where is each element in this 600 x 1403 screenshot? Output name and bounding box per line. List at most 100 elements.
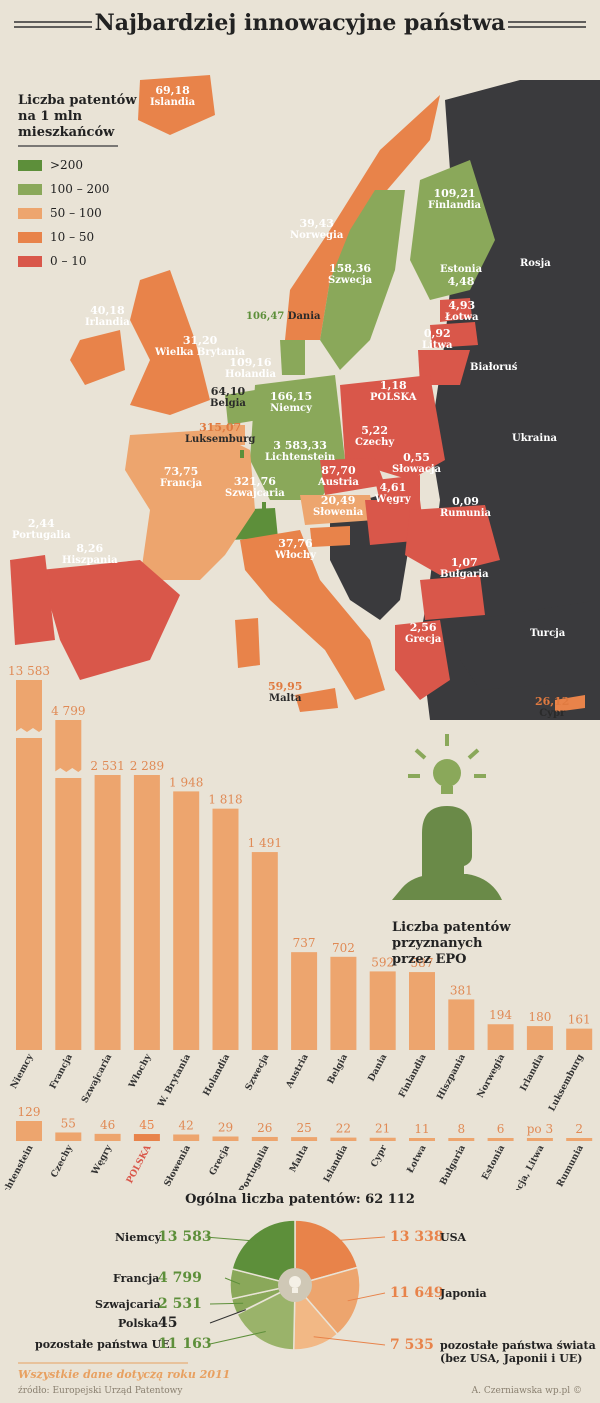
- bar-value-label: 22: [336, 1122, 351, 1136]
- map-label-denmark: 106,47 Dania: [246, 311, 321, 322]
- map-label-greece: 2,56 Grecja: [405, 621, 442, 646]
- map-sweden: [320, 190, 405, 370]
- map-label-lithuania: 0,92 Litwa: [422, 327, 453, 352]
- map-label-uk: 31,20 Wielka Brytania: [155, 334, 246, 359]
- legend-title: Liczba patentów na 1 mln mieszkańców: [18, 93, 137, 140]
- map-label-hungary: 4,61 Węgry: [375, 481, 411, 506]
- bar: [448, 1138, 475, 1141]
- bar: [251, 852, 278, 1050]
- bar-category-label: Szwecja: [244, 1053, 272, 1093]
- bar: [212, 1136, 239, 1141]
- map-greece: [395, 620, 450, 700]
- bar-value-label: 129: [18, 1105, 41, 1119]
- bar: [133, 1134, 160, 1141]
- pie-label-pozostale-ue: pozostałe państwa UE: [35, 1338, 170, 1351]
- source-text: źródło: Europejski Urząd Patentowy: [18, 1386, 183, 1396]
- pie-value-pozostale-ue: 11 163: [158, 1336, 212, 1352]
- map-label-bulgaria: 1,07 Bułgaria: [440, 556, 489, 581]
- bar-value-label: 1 948: [169, 775, 203, 789]
- pie-label-francja: Francja: [113, 1272, 160, 1285]
- bar: [330, 1137, 357, 1141]
- map-poland: [340, 375, 445, 480]
- map-sicily: [295, 688, 338, 712]
- map-iceland: [138, 75, 215, 135]
- bar-break: [54, 768, 83, 778]
- bar-value-label: 381: [450, 983, 473, 997]
- bar-value-label: 702: [332, 941, 355, 955]
- bar-category-label: Łotwa: [406, 1144, 429, 1175]
- bar: [173, 1134, 200, 1141]
- bar-category-label: Hiszpania: [436, 1053, 468, 1102]
- bar-value-label: 55: [61, 1116, 76, 1130]
- bar-category-label: Rumunia: [555, 1144, 585, 1189]
- bar: [487, 1138, 514, 1141]
- pie-slice: [294, 1219, 359, 1286]
- bar-category-label: Słowacja, Litwa: [501, 1144, 546, 1190]
- map-lichtenstein-marker: [262, 502, 266, 510]
- bar-value-label: 2 531: [90, 759, 124, 773]
- map-label-russia: Rosja: [520, 258, 551, 269]
- pie-label-polska: Polska: [118, 1317, 159, 1330]
- bar-category-label: Malta: [288, 1144, 311, 1175]
- bar-value-label: 45: [139, 1118, 154, 1132]
- bar-value-label: 1 818: [208, 793, 242, 807]
- pie-label-szwajcaria: Szwajcaria: [95, 1298, 161, 1311]
- europe-map: [10, 75, 600, 720]
- map-shapes: [10, 75, 600, 720]
- map-label-romania: 0,09 Rumunia: [440, 495, 491, 520]
- bar-category-label: W. Brytania: [156, 1053, 193, 1110]
- pie-label-japonia: Japonia: [440, 1287, 487, 1300]
- legend-rule: [18, 145, 118, 147]
- bar-value-label: 26: [257, 1121, 272, 1135]
- bar-value-label: 21: [375, 1122, 390, 1136]
- map-uk: [130, 270, 210, 415]
- bar-value-label: 6: [497, 1122, 505, 1136]
- pie-value-usa: 13 338: [390, 1229, 444, 1245]
- map-label-slovakia: 0,55 Słowacja: [392, 451, 442, 476]
- map-ireland: [70, 330, 125, 385]
- bar-value-label: 2: [575, 1122, 583, 1136]
- map-label-norway: 39,43 Norwegia: [290, 217, 344, 242]
- legend-swatch: [18, 160, 42, 171]
- bar: [173, 791, 200, 1050]
- bar-category-label: Lichtenstein: [0, 1143, 36, 1190]
- bar-category-label: Bułgaria: [439, 1144, 468, 1187]
- bar: [330, 956, 357, 1050]
- legend-item: 10 – 50: [18, 229, 94, 245]
- map-label-spain: 8,26 Hiszpania: [62, 542, 118, 567]
- legend-swatch: [18, 256, 42, 267]
- map-bulgaria: [420, 575, 485, 620]
- map-label-estonia: Estonia 4,48: [440, 264, 483, 288]
- pie-leader-line: [224, 1277, 241, 1285]
- bar-value-label: 161: [568, 1013, 591, 1027]
- bar-value-label: 4 799: [51, 704, 85, 718]
- map-label-belarus: Białoruś: [470, 362, 518, 373]
- bar: [369, 1137, 396, 1141]
- map-label-netherlands: 109,16 Holandia: [225, 356, 276, 381]
- bar-break: [15, 728, 43, 738]
- map-label-switzerland: 321,76 Szwajcaria: [225, 475, 285, 500]
- footer-rule: [18, 1362, 188, 1364]
- page-title: Najbardziej innowacyjne państwa: [94, 10, 506, 36]
- map-label-luxembourg: 315,07 Luksemburg: [185, 421, 256, 446]
- legend-item: 0 – 10: [18, 253, 87, 269]
- credit-text: A. Czerniawska wp.pl ©: [471, 1386, 582, 1396]
- map-label-italy: 37,76 Włochy: [275, 537, 316, 562]
- pie-label-pozostale-swiat: pozostałe państwa świata (bez USA, Japon…: [440, 1339, 596, 1365]
- bar: [566, 1028, 593, 1050]
- pie-slice: [231, 1219, 296, 1286]
- map-label-portugal: 2,44 Portugalia: [12, 517, 71, 542]
- bar: [526, 1138, 553, 1141]
- bar: [94, 1133, 121, 1141]
- map-label-turkey: Turcja: [530, 628, 566, 639]
- map-label-cyprus: 26,12 Cypr: [535, 695, 570, 720]
- map-label-poland: 1,18 POLSKA: [370, 379, 417, 404]
- map-denmark: [280, 340, 305, 375]
- map-label-germany: 166,15 Niemcy: [270, 390, 313, 415]
- legend-item: >200: [18, 157, 83, 173]
- map-label-lichtenstein: 3 583,33 Lichtenstein: [265, 439, 336, 464]
- bar-category-label: Norwegia: [476, 1053, 507, 1100]
- pie-chart: [204, 1219, 386, 1351]
- title-bar: [0, 0, 600, 52]
- map-label-malta: 59,95 Malta: [268, 680, 303, 705]
